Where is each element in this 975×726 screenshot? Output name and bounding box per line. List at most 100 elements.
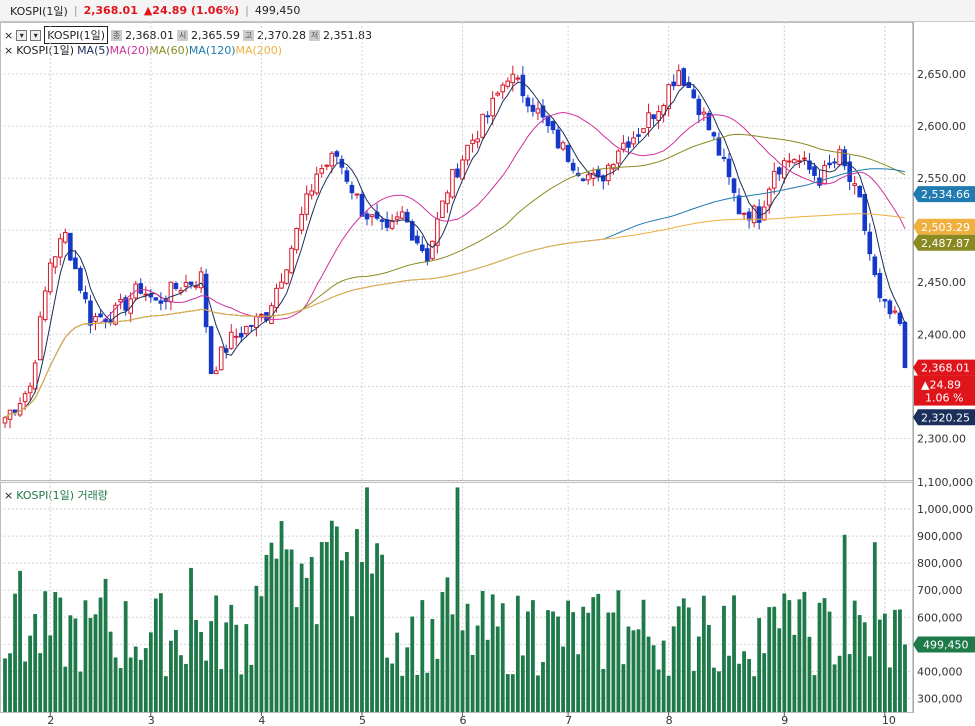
candle-body xyxy=(520,74,526,97)
ma-legend-item[interactable]: MA(200) xyxy=(235,43,283,57)
volume-bar xyxy=(148,632,153,712)
candle-body xyxy=(193,285,199,288)
y-tick-label: 900,000 xyxy=(917,530,963,543)
candle-body xyxy=(787,160,792,163)
x-tick-label: 7 xyxy=(565,714,572,726)
candle-body xyxy=(585,174,591,181)
volume-bar xyxy=(706,625,711,712)
volume-bar xyxy=(113,657,118,712)
candle-body xyxy=(555,129,561,149)
volume-bar xyxy=(887,667,892,712)
volume-bar xyxy=(8,653,12,712)
volume-bar xyxy=(365,487,369,712)
candle-body xyxy=(887,300,893,315)
candle-body xyxy=(470,139,475,145)
candle-body xyxy=(817,177,822,186)
candle-body xyxy=(294,228,299,251)
candle-body xyxy=(12,409,18,413)
candle-body xyxy=(741,212,747,215)
chevron-down-icon[interactable]: ▾ xyxy=(16,29,28,41)
close-x-icon[interactable]: × xyxy=(4,28,14,42)
candle-body xyxy=(32,362,38,390)
y-tick-label: 700,000 xyxy=(917,584,963,597)
volume-bar xyxy=(681,598,686,712)
candle-body xyxy=(203,273,209,328)
volume-bar xyxy=(802,591,807,712)
volume-bar xyxy=(420,600,425,712)
volume-legend-label: KOSPI(1일) 거래량 xyxy=(16,489,108,502)
volume-bar xyxy=(189,567,193,712)
volume-bar xyxy=(78,671,83,712)
volume-bar xyxy=(686,607,691,712)
candle-body xyxy=(354,193,360,196)
volume-bar xyxy=(33,614,38,712)
candle-body xyxy=(369,214,375,218)
volume-bar xyxy=(375,543,379,712)
volume-bar xyxy=(138,659,143,712)
candle-body xyxy=(173,283,179,289)
close-x-icon[interactable]: × xyxy=(4,488,14,502)
ma-line xyxy=(4,213,906,419)
volume-bar xyxy=(53,592,58,712)
candle-body xyxy=(731,178,737,193)
volume-bar xyxy=(425,672,430,712)
candle-body xyxy=(430,240,435,260)
symbol-label[interactable]: KOSPI(1일) xyxy=(10,4,68,18)
ma-legend-item[interactable]: MA(60) xyxy=(149,43,189,57)
x-tick-label: 2 xyxy=(47,714,54,726)
candle-body xyxy=(857,185,863,198)
volume-bar xyxy=(194,620,198,712)
candle-body xyxy=(319,168,325,174)
chevron-down-icon[interactable]: ▾ xyxy=(30,29,42,41)
candle-body xyxy=(580,178,586,182)
volume-bar xyxy=(812,675,817,712)
candle-body xyxy=(324,164,330,167)
volume-bar xyxy=(742,651,746,712)
volume-bar xyxy=(324,542,329,712)
ma-legend-item[interactable]: MA(5) xyxy=(77,43,110,57)
y-tick-label: 1,000,000 xyxy=(917,503,973,516)
ma-legend-item[interactable]: MA(20) xyxy=(109,43,150,57)
candle-body xyxy=(440,200,445,219)
volume-bar xyxy=(596,593,601,712)
candle-body xyxy=(108,320,113,324)
open-tag: 시 xyxy=(177,29,189,41)
candle-body xyxy=(877,273,883,299)
candle-body xyxy=(414,235,420,244)
y-tick-label: 2,400.00 xyxy=(917,328,966,341)
volume-bar xyxy=(118,668,123,712)
volume-bar xyxy=(415,674,420,712)
volume-bar xyxy=(827,611,832,712)
candle-body xyxy=(128,298,133,314)
candle-body xyxy=(460,159,465,180)
change-box xyxy=(914,375,975,406)
close-x-icon[interactable]: × xyxy=(4,43,14,57)
candle-body xyxy=(575,172,581,177)
volume-bar xyxy=(857,615,862,712)
candle-body xyxy=(782,160,787,179)
candle-body xyxy=(776,167,782,175)
candle-body xyxy=(450,169,455,198)
low-value: 2,351.83 xyxy=(323,28,372,42)
volume-bar xyxy=(339,560,344,712)
y-tick-label: 400,000 xyxy=(917,665,963,678)
ma-legend-item[interactable]: MA(120) xyxy=(188,43,236,57)
candle-body xyxy=(540,105,546,118)
volume-bar xyxy=(63,666,68,712)
candle-body xyxy=(138,283,144,294)
volume-bar xyxy=(601,668,606,712)
volume-bar xyxy=(752,676,757,712)
separator: | xyxy=(73,4,78,17)
volume-bar xyxy=(128,657,133,712)
candle-body xyxy=(812,166,817,176)
candle-body xyxy=(445,192,450,205)
candle-body xyxy=(329,152,335,167)
candle-body xyxy=(359,193,365,217)
high-value: 2,370.28 xyxy=(257,28,307,42)
volume-bar xyxy=(661,640,666,712)
volume-bar xyxy=(184,663,188,712)
volume-bar xyxy=(133,646,138,712)
volume-bar xyxy=(641,599,646,712)
price-tag xyxy=(913,234,975,251)
price-tag-label: 2,320.25 xyxy=(921,411,970,424)
